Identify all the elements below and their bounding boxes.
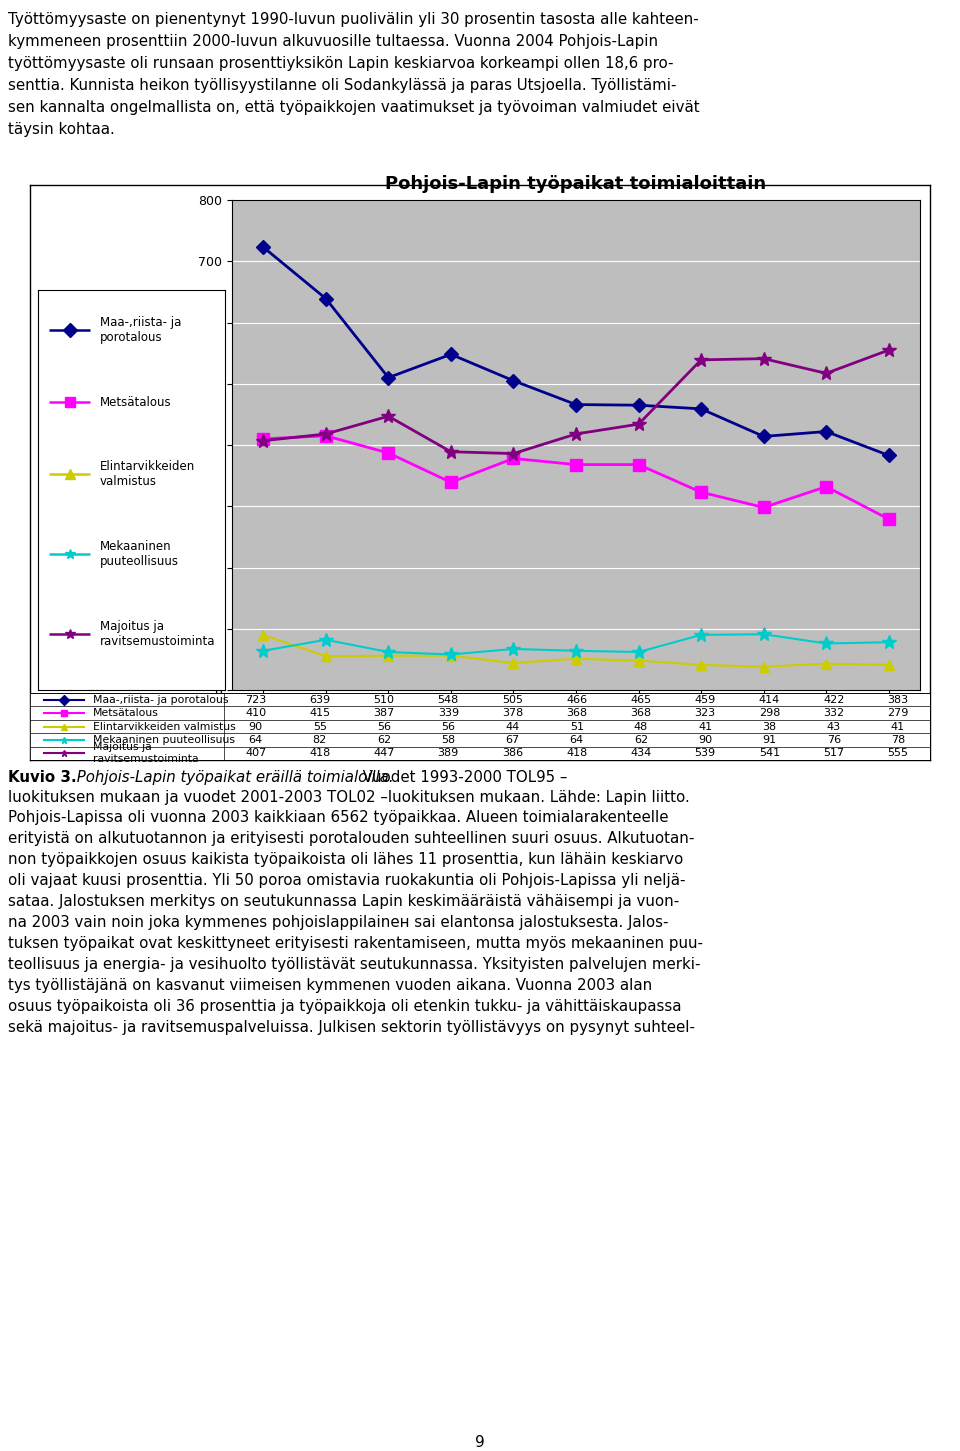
Text: Elintarvikkeiden valmistus: Elintarvikkeiden valmistus — [93, 721, 236, 731]
Text: 639: 639 — [309, 695, 330, 705]
Text: senttia. Kunnista heikon työllisyystilanne oli Sodankylässä ja paras Utsjoella. : senttia. Kunnista heikon työllisyystilan… — [8, 78, 677, 93]
Text: 41: 41 — [891, 721, 905, 731]
Text: 422: 422 — [823, 695, 845, 705]
Text: 541: 541 — [758, 749, 780, 759]
Text: 466: 466 — [566, 695, 588, 705]
Text: 90: 90 — [698, 734, 712, 744]
Text: erityistä on alkutuotannon ja erityisesti porotalouden suhteellinen suuri osuus.: erityistä on alkutuotannon ja erityisest… — [8, 831, 694, 846]
Text: na 2003 vain noin joka kymmenes pohjoislappilainен sai elantonsa jalostuksesta. : na 2003 vain noin joka kymmenes pohjoisl… — [8, 916, 668, 930]
Text: 555: 555 — [887, 749, 908, 759]
Text: 418: 418 — [309, 749, 330, 759]
Text: luokituksen mukaan ja vuodet 2001-2003 TOL02 –luokituksen mukaan. Lähde: Lapin l: luokituksen mukaan ja vuodet 2001-2003 T… — [8, 789, 689, 805]
Text: Elintarvikkeiden
valmistus: Elintarvikkeiden valmistus — [100, 460, 195, 488]
Text: 67: 67 — [506, 734, 519, 744]
Text: osuus työpaikoista oli 36 prosenttia ja työpaikkoja oli etenkin tukku- ja vähitt: osuus työpaikoista oli 36 prosenttia ja … — [8, 998, 682, 1014]
Text: 383: 383 — [887, 695, 908, 705]
Text: 418: 418 — [566, 749, 588, 759]
Text: 459: 459 — [695, 695, 716, 705]
Text: 447: 447 — [373, 749, 395, 759]
Text: 368: 368 — [566, 708, 588, 718]
Text: Majoitus ja
ravitsemustoiminta: Majoitus ja ravitsemustoiminta — [100, 620, 215, 649]
Text: oli vajaat kuusi prosenttia. Yli 50 poroa omistavia ruokakuntia oli Pohjois-Lapi: oli vajaat kuusi prosenttia. Yli 50 poro… — [8, 874, 685, 888]
Text: Metsätalous: Metsätalous — [100, 396, 171, 409]
Text: 339: 339 — [438, 708, 459, 718]
Text: 41: 41 — [698, 721, 712, 731]
Text: 48: 48 — [634, 721, 648, 731]
Text: 44: 44 — [505, 721, 519, 731]
Text: Majoitus ja
ravitsemustoiminta: Majoitus ja ravitsemustoiminta — [93, 743, 199, 765]
Text: sataa. Jalostuksen merkitys on seutukunnassa Lapin keskimääräistä vähäisempi ja : sataa. Jalostuksen merkitys on seutukunn… — [8, 894, 680, 908]
Text: 90: 90 — [249, 721, 263, 731]
Text: 387: 387 — [373, 708, 395, 718]
Text: Työttömyysaste on pienentynyt 1990-luvun puolivälin yli 30 prosentin tasosta all: Työttömyysaste on pienentynyt 1990-luvun… — [8, 12, 699, 28]
Text: 64: 64 — [569, 734, 584, 744]
Text: 510: 510 — [373, 695, 395, 705]
Text: 51: 51 — [569, 721, 584, 731]
Text: 407: 407 — [245, 749, 266, 759]
Text: Mekaaninen
puuteollisuus: Mekaaninen puuteollisuus — [100, 540, 179, 567]
Title: Pohjois-Lapin työpaikat toimialoittain: Pohjois-Lapin työpaikat toimialoittain — [385, 176, 767, 193]
Text: Maa-,riista- ja
porotalous: Maa-,riista- ja porotalous — [100, 316, 181, 344]
Text: 298: 298 — [758, 708, 780, 718]
Text: 505: 505 — [502, 695, 523, 705]
Text: 62: 62 — [377, 734, 391, 744]
Text: 415: 415 — [309, 708, 330, 718]
Text: 323: 323 — [695, 708, 716, 718]
Text: Mekaaninen puuteollisuus: Mekaaninen puuteollisuus — [93, 734, 235, 744]
Text: 389: 389 — [438, 749, 459, 759]
Text: Vuodet 1993-2000 TOL95 –: Vuodet 1993-2000 TOL95 – — [358, 770, 567, 785]
Text: 76: 76 — [827, 734, 841, 744]
Text: 548: 548 — [438, 695, 459, 705]
Text: 38: 38 — [762, 721, 777, 731]
Text: 723: 723 — [245, 695, 266, 705]
Text: 517: 517 — [823, 749, 844, 759]
Text: 56: 56 — [442, 721, 455, 731]
Text: tuksen työpaikat ovat keskittyneet erityisesti rakentamiseen, mutta myös mekaani: tuksen työpaikat ovat keskittyneet erity… — [8, 936, 703, 950]
Text: Maa-,riista- ja porotalous: Maa-,riista- ja porotalous — [93, 695, 228, 705]
Text: 279: 279 — [887, 708, 908, 718]
Text: 539: 539 — [695, 749, 716, 759]
Text: non työpaikkojen osuus kaikista työpaikoista oli lähes 11 prosenttia, kun lähäin: non työpaikkojen osuus kaikista työpaiko… — [8, 852, 684, 868]
Text: sen kannalta ongelmallista on, että työpaikkojen vaatimukset ja työvoiman valmiu: sen kannalta ongelmallista on, että työp… — [8, 100, 700, 115]
Text: 9: 9 — [475, 1435, 485, 1450]
Text: 434: 434 — [631, 749, 652, 759]
Text: 414: 414 — [758, 695, 780, 705]
Text: Pohjois-Lapissa oli vuonna 2003 kaikkiaan 6562 työpaikkaa. Alueen toimialarakent: Pohjois-Lapissa oli vuonna 2003 kaikkiaa… — [8, 810, 668, 826]
Text: 82: 82 — [313, 734, 327, 744]
Text: 465: 465 — [631, 695, 652, 705]
Text: 368: 368 — [631, 708, 652, 718]
Text: 91: 91 — [762, 734, 777, 744]
Text: 56: 56 — [377, 721, 391, 731]
Text: kymmeneen prosenttiin 2000-luvun alkuvuosille tultaessa. Vuonna 2004 Pohjois-Lap: kymmeneen prosenttiin 2000-luvun alkuvuo… — [8, 33, 659, 49]
Text: Kuvio 3.: Kuvio 3. — [8, 770, 77, 785]
Text: 43: 43 — [827, 721, 841, 731]
Text: 386: 386 — [502, 749, 523, 759]
Text: tys työllistäjänä on kasvanut viimeisen kymmenen vuoden aikana. Vuonna 2003 alan: tys työllistäjänä on kasvanut viimeisen … — [8, 978, 652, 992]
Text: täysin kohtaa.: täysin kohtaa. — [8, 122, 115, 136]
Text: 378: 378 — [502, 708, 523, 718]
Text: 410: 410 — [245, 708, 266, 718]
Text: 62: 62 — [634, 734, 648, 744]
Text: Metsätalous: Metsätalous — [93, 708, 158, 718]
Text: työttömyysaste oli runsaan prosenttiyksikön Lapin keskiarvoa korkeampi ollen 18,: työttömyysaste oli runsaan prosenttiyksi… — [8, 57, 674, 71]
Text: 58: 58 — [442, 734, 455, 744]
Text: 78: 78 — [891, 734, 905, 744]
Text: Pohjois-Lapin työpaikat eräillä toimialoilla.: Pohjois-Lapin työpaikat eräillä toimialo… — [72, 770, 394, 785]
Text: teollisuus ja energia- ja vesihuolto työllistävät seutukunnassa. Yksityisten pal: teollisuus ja energia- ja vesihuolto työ… — [8, 958, 701, 972]
Text: 64: 64 — [249, 734, 263, 744]
Text: 332: 332 — [823, 708, 844, 718]
Text: 55: 55 — [313, 721, 326, 731]
Text: sekä majoitus- ja ravitsemuspalveluissa. Julkisen sektorin työllistävyys on pysy: sekä majoitus- ja ravitsemuspalveluissa.… — [8, 1020, 695, 1035]
